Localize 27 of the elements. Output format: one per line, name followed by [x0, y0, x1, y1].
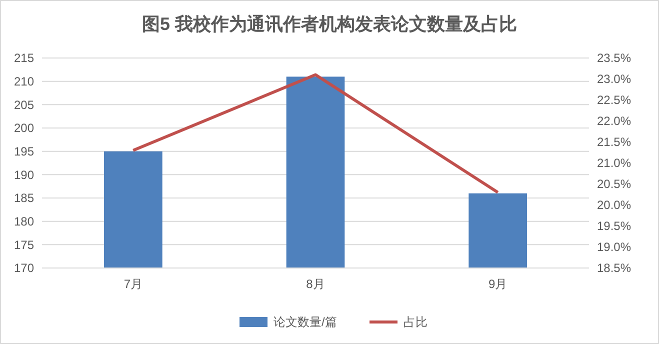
y-tick-label: 200	[14, 121, 34, 136]
y2-tick-label: 19.5%	[597, 219, 632, 234]
y2-tick-label: 18.5%	[597, 261, 632, 276]
y2-tick-label: 20.5%	[597, 177, 632, 192]
y-tick-label: 175	[14, 238, 34, 252]
y2-tick-label: 23.5%	[597, 51, 632, 66]
y-tick-label: 195	[14, 144, 34, 159]
y2-tick-label: 23.0%	[597, 72, 632, 86]
x-tick-label: 9月	[488, 277, 508, 291]
legend-label: 论文数量/篇	[274, 315, 337, 330]
y-tick-label: 185	[14, 191, 34, 206]
y-tick-label: 205	[14, 98, 34, 112]
y-tick-label: 190	[14, 168, 34, 182]
x-tick-label: 7月	[124, 277, 143, 291]
y-tick-label: 210	[14, 74, 34, 89]
y2-tick-label: 22.0%	[597, 114, 632, 128]
x-tick-label: 8月	[306, 277, 325, 291]
y-tick-label: 170	[14, 261, 34, 276]
y2-tick-label: 21.0%	[597, 156, 632, 170]
chart-title: 图5 我校作为通讯作者机构发表论文数量及占比	[142, 14, 518, 34]
legend-label: 占比	[404, 315, 428, 330]
y-tick-label: 180	[14, 214, 34, 229]
y2-tick-label: 22.5%	[597, 93, 632, 108]
y2-tick-label: 21.5%	[597, 135, 632, 150]
y-tick-label: 215	[14, 51, 34, 66]
y2-tick-label: 19.0%	[597, 240, 632, 254]
y2-tick-label: 20.0%	[597, 198, 632, 212]
